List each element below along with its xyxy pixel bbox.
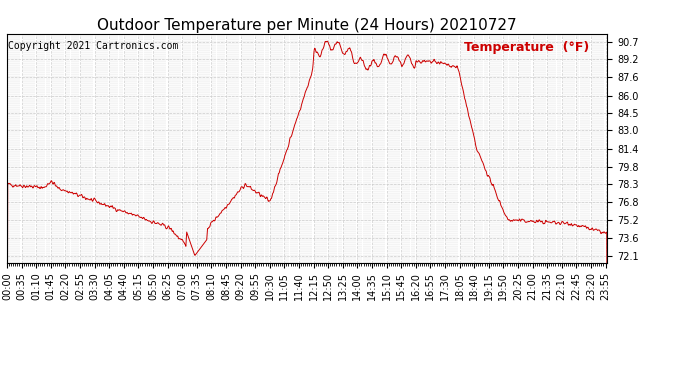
Text: Temperature  (°F): Temperature (°F): [464, 40, 589, 54]
Title: Outdoor Temperature per Minute (24 Hours) 20210727: Outdoor Temperature per Minute (24 Hours…: [97, 18, 517, 33]
Text: Copyright 2021 Cartronics.com: Copyright 2021 Cartronics.com: [8, 40, 178, 51]
